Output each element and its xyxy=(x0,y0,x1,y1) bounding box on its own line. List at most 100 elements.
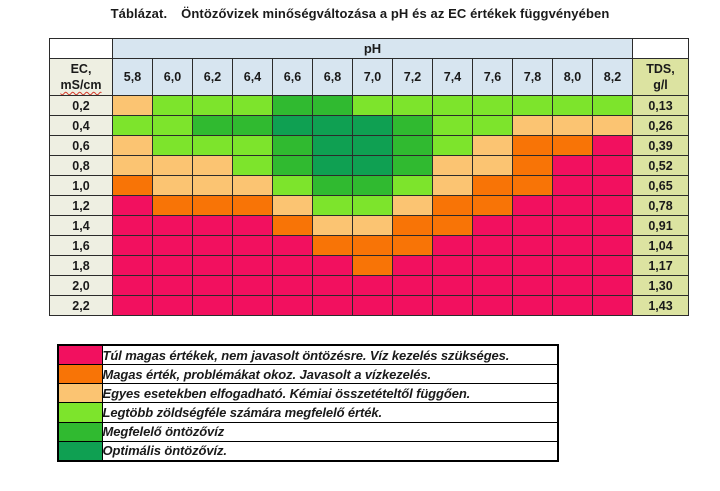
grid-cell-ph7,4-ec0,4 xyxy=(432,115,473,136)
table-row: 2,0 1,30 xyxy=(49,275,689,296)
tds-value: 1,30 xyxy=(632,275,689,296)
grid-cell-ph7,2-ec1,2 xyxy=(392,195,433,216)
grid-cell-ph6,2-ec0,8 xyxy=(192,155,233,176)
tds-value: 0,65 xyxy=(632,175,689,196)
grid-cell-ph7,4-ec1,2 xyxy=(432,195,473,216)
grid-cell-ph7,8-ec0,6 xyxy=(512,135,553,156)
tds-value: 0,39 xyxy=(632,135,689,156)
grid-cell-ph6,2-ec1,8 xyxy=(192,255,233,276)
grid-cell-ph5,8-ec1,4 xyxy=(112,215,153,236)
legend-swatch xyxy=(57,440,103,462)
grid-cell-ph7,4-ec1,6 xyxy=(432,235,473,256)
table-row: 1,8 1,17 xyxy=(49,255,689,276)
tds-value: 0,91 xyxy=(632,215,689,236)
grid-cell-ph6,2-ec0,6 xyxy=(192,135,233,156)
grid-cell-ph7,2-ec1,8 xyxy=(392,255,433,276)
grid-cell-ph6,6-ec0,2 xyxy=(272,95,313,116)
tds-value: 0,26 xyxy=(632,115,689,136)
grid-cell-ph6,0-ec1,2 xyxy=(152,195,193,216)
grid-cell-ph7,0-ec2,2 xyxy=(352,295,393,316)
grid-cell-ph6,8-ec0,6 xyxy=(312,135,353,156)
grid-cell-ph7,4-ec0,8 xyxy=(432,155,473,176)
grid-cell-ph8,2-ec0,4 xyxy=(592,115,633,136)
grid-cell-ph6,6-ec1,4 xyxy=(272,215,313,236)
grid-cell-ph6,4-ec2,2 xyxy=(232,295,273,316)
grid-cell-ph7,0-ec0,4 xyxy=(352,115,393,136)
grid-cell-ph5,8-ec2,0 xyxy=(112,275,153,296)
grid-cell-ph6,6-ec1,0 xyxy=(272,175,313,196)
ec-label: 1,6 xyxy=(49,235,113,256)
grid-cell-ph7,4-ec1,4 xyxy=(432,215,473,236)
grid-cell-ph8,2-ec1,4 xyxy=(592,215,633,236)
tds-column-header: TDS, g/l xyxy=(632,58,689,96)
grid-cell-ph6,0-ec2,2 xyxy=(152,295,193,316)
grid-cell-ph6,8-ec1,0 xyxy=(312,175,353,196)
grid-cell-ph6,4-ec0,8 xyxy=(232,155,273,176)
ec-label: 2,0 xyxy=(49,275,113,296)
grid-cell-ph8,0-ec2,0 xyxy=(552,275,593,296)
grid-cell-ph6,8-ec2,0 xyxy=(312,275,353,296)
grid-cell-ph7,8-ec1,0 xyxy=(512,175,553,196)
grid-cell-ph6,4-ec2,0 xyxy=(232,275,273,296)
ec-header-line1: EC, xyxy=(70,61,92,76)
table-row: 1,0 0,65 xyxy=(49,175,689,196)
grid-cell-ph7,6-ec0,8 xyxy=(472,155,513,176)
tds-value: 1,43 xyxy=(632,295,689,316)
grid-cell-ph6,4-ec0,4 xyxy=(232,115,273,136)
grid-cell-ph7,2-ec0,8 xyxy=(392,155,433,176)
grid-cell-ph6,8-ec2,2 xyxy=(312,295,353,316)
grid-cell-ph6,6-ec0,4 xyxy=(272,115,313,136)
legend-swatch xyxy=(57,421,103,442)
grid-cell-ph6,4-ec1,4 xyxy=(232,215,273,236)
grid-cell-ph5,8-ec0,8 xyxy=(112,155,153,176)
ph-value-header: 8,0 xyxy=(552,58,593,96)
legend-row: Optimális öntözővíz. xyxy=(57,440,559,462)
legend-row: Egyes esetekben elfogadható. Kémiai össz… xyxy=(57,383,559,404)
grid-cell-ph6,2-ec0,4 xyxy=(192,115,233,136)
grid-cell-ph7,2-ec1,4 xyxy=(392,215,433,236)
ec-label: 0,6 xyxy=(49,135,113,156)
grid-cell-ph6,6-ec1,2 xyxy=(272,195,313,216)
table-row: 2,2 1,43 xyxy=(49,295,689,316)
grid-cell-ph6,0-ec0,4 xyxy=(152,115,193,136)
ph-values-row: EC, mS/cm 5,8 6,0 6,2 6,4 6,6 6,8 7,0 7,2 7,4 7,6… xyxy=(49,58,689,96)
grid-cell-ph6,4-ec0,2 xyxy=(232,95,273,116)
grid-cell-ph5,8-ec0,4 xyxy=(112,115,153,136)
ph-ec-table: pH EC, mS/cm 5,8 6,0 6,2 6,4 6,6 6,8 7,0 7,2 7,4… xyxy=(49,38,689,316)
grid-cell-ph8,2-ec2,0 xyxy=(592,275,633,296)
grid-cell-ph8,2-ec1,6 xyxy=(592,235,633,256)
grid-cell-ph7,8-ec2,2 xyxy=(512,295,553,316)
grid-cell-ph8,0-ec1,0 xyxy=(552,175,593,196)
grid-cell-ph7,0-ec1,2 xyxy=(352,195,393,216)
grid-cell-ph5,8-ec2,2 xyxy=(112,295,153,316)
ec-label: 0,2 xyxy=(49,95,113,116)
ec-label: 1,8 xyxy=(49,255,113,276)
ec-label: 0,8 xyxy=(49,155,113,176)
table-row: 1,6 1,04 xyxy=(49,235,689,256)
ec-label: 1,0 xyxy=(49,175,113,196)
grid-cell-ph6,6-ec1,8 xyxy=(272,255,313,276)
grid-cell-ph7,6-ec1,8 xyxy=(472,255,513,276)
grid-cell-ph8,0-ec1,2 xyxy=(552,195,593,216)
grid-cell-ph7,8-ec0,2 xyxy=(512,95,553,116)
grid-cell-ph6,4-ec1,2 xyxy=(232,195,273,216)
grid-cell-ph8,0-ec0,6 xyxy=(552,135,593,156)
grid-cell-ph7,8-ec2,0 xyxy=(512,275,553,296)
grid-cell-ph6,6-ec1,6 xyxy=(272,235,313,256)
grid-cell-ph7,4-ec2,2 xyxy=(432,295,473,316)
grid-cell-ph7,4-ec1,8 xyxy=(432,255,473,276)
tds-value: 0,78 xyxy=(632,195,689,216)
grid-cell-ph5,8-ec1,6 xyxy=(112,235,153,256)
ec-label: 1,4 xyxy=(49,215,113,236)
grid-cell-ph6,0-ec0,6 xyxy=(152,135,193,156)
tds-value: 1,17 xyxy=(632,255,689,276)
legend-row: Magas érték, problémákat okoz. Javasolt … xyxy=(57,364,559,385)
grid-cell-ph7,0-ec1,6 xyxy=(352,235,393,256)
grid-cell-ph7,6-ec0,4 xyxy=(472,115,513,136)
ph-header-row: pH xyxy=(49,38,689,59)
grid-cell-ph6,0-ec1,8 xyxy=(152,255,193,276)
grid-cell-ph6,4-ec0,6 xyxy=(232,135,273,156)
legend: Túl magas értékek, nem javasolt öntözésr… xyxy=(57,344,559,462)
grid-cell-ph7,8-ec1,8 xyxy=(512,255,553,276)
